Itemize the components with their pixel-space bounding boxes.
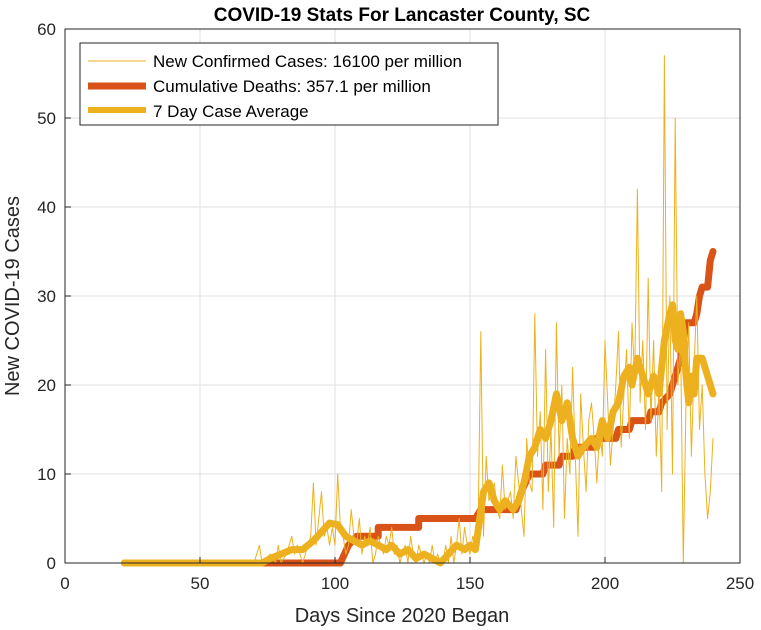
y-tick-label: 60 [37,20,56,39]
y-tick-label: 10 [37,465,56,484]
x-tick-label: 100 [321,574,349,593]
x-tick-label: 150 [456,574,484,593]
legend-label-7day-avg: 7 Day Case Average [153,102,309,121]
y-tick-label: 50 [37,109,56,128]
legend-label-new-cases: New Confirmed Cases: 16100 per million [153,52,462,71]
legend-box [79,42,499,126]
y-tick-label: 40 [37,198,56,217]
y-tick-label: 30 [37,287,56,306]
x-tick-label: 0 [60,574,69,593]
legend: New Confirmed Cases: 16100 per million C… [79,42,499,126]
series-new-confirmed-cases [123,55,714,564]
x-tick-label: 250 [726,574,754,593]
y-tick-label: 20 [37,376,56,395]
y-tick-label: 0 [47,554,56,573]
legend-label-deaths: Cumulative Deaths: 357.1 per million [153,77,431,96]
chart-title: COVID-19 Stats For Lancaster County, SC [214,5,591,26]
x-tick-label: 50 [191,574,210,593]
x-tick-label: 200 [591,574,619,593]
series-layer [120,55,717,567]
x-axis-label: Days Since 2020 Began [295,605,510,627]
ticks: 0 50 100 150 200 250 0 10 20 30 40 50 60 [37,20,754,593]
y-axis-label: New COVID-19 Cases [2,196,24,396]
